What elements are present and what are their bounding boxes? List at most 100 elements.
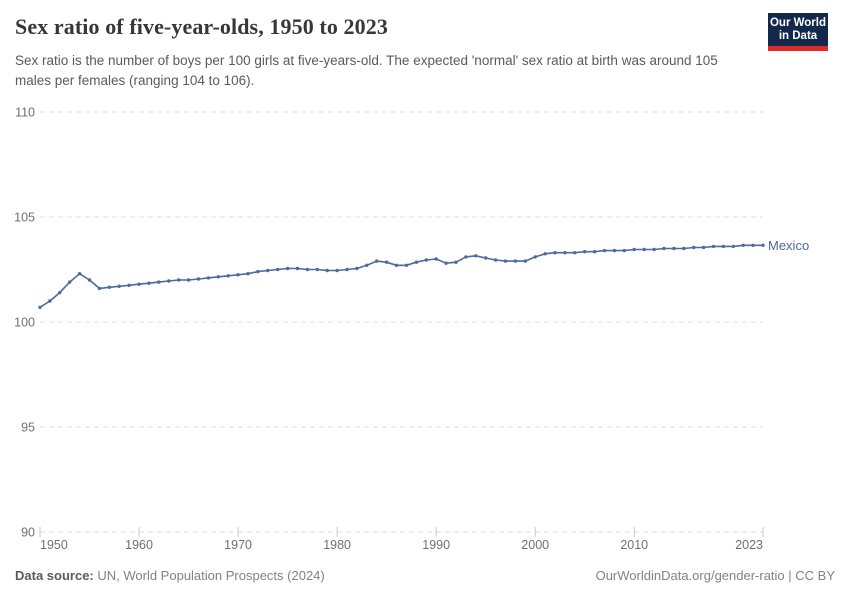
data-point-marker[interactable] — [147, 281, 151, 285]
data-point-marker[interactable] — [474, 254, 478, 258]
data-point-marker[interactable] — [285, 266, 290, 271]
data-point-marker[interactable] — [137, 282, 141, 286]
data-point-marker[interactable] — [117, 284, 121, 288]
data-point-marker[interactable] — [444, 261, 448, 265]
data-point-marker[interactable] — [563, 251, 567, 255]
data-point-marker[interactable] — [484, 256, 488, 260]
data-point-marker[interactable] — [186, 278, 191, 282]
data-point-marker[interactable] — [414, 260, 419, 264]
data-point-marker[interactable] — [533, 255, 537, 259]
data-point-marker[interactable] — [305, 267, 310, 272]
y-axis-label: 90 — [21, 526, 35, 540]
data-point-marker[interactable] — [196, 277, 201, 281]
data-point-marker[interactable] — [761, 243, 765, 247]
data-point-marker[interactable] — [404, 263, 409, 267]
data-point-marker[interactable] — [573, 251, 577, 255]
data-point-marker[interactable] — [592, 250, 597, 254]
data-point-marker[interactable] — [335, 268, 339, 273]
data-point-marker[interactable] — [167, 279, 171, 283]
data-point-marker[interactable] — [206, 276, 211, 280]
data-point-marker[interactable] — [355, 266, 359, 271]
data-point-marker[interactable] — [523, 259, 527, 263]
data-source-value: UN, World Population Prospects (2024) — [93, 568, 325, 583]
x-axis-label: 1960 — [125, 538, 153, 552]
data-point-marker[interactable] — [464, 255, 468, 259]
data-point-marker[interactable] — [682, 246, 686, 251]
data-point-marker[interactable] — [127, 283, 131, 287]
data-point-marker[interactable] — [434, 257, 438, 261]
data-point-marker[interactable] — [602, 248, 607, 253]
data-point-marker[interactable] — [503, 259, 508, 263]
data-point-marker[interactable] — [325, 268, 329, 273]
data-source: Data source: UN, World Population Prospe… — [15, 568, 325, 583]
data-point-marker[interactable] — [48, 299, 52, 303]
chart-footer: Data source: UN, World Population Prospe… — [15, 568, 835, 583]
data-point-marker[interactable] — [543, 252, 547, 256]
data-point-marker[interactable] — [751, 243, 755, 247]
data-point-marker[interactable] — [612, 248, 617, 253]
data-point-marker[interactable] — [711, 244, 716, 249]
data-point-marker[interactable] — [622, 248, 626, 253]
data-point-marker[interactable] — [216, 275, 220, 279]
data-source-label: Data source: — [15, 568, 94, 583]
data-point-marker[interactable] — [266, 268, 270, 273]
data-point-marker[interactable] — [97, 286, 102, 291]
data-point-marker[interactable] — [493, 258, 498, 262]
data-point-marker[interactable] — [583, 250, 587, 254]
data-point-marker[interactable] — [513, 259, 518, 263]
data-point-marker[interactable] — [632, 247, 636, 252]
x-axis-label: 2023 — [735, 538, 763, 552]
data-point-marker[interactable] — [721, 244, 726, 249]
data-point-marker[interactable] — [692, 245, 696, 250]
data-point-marker[interactable] — [652, 247, 656, 252]
y-axis-label: 110 — [15, 106, 35, 120]
data-point-marker[interactable] — [177, 278, 181, 282]
data-point-marker[interactable] — [58, 290, 62, 295]
data-point-marker[interactable] — [77, 272, 82, 276]
x-axis-label: 2000 — [521, 538, 549, 552]
x-axis-label: 2010 — [620, 538, 648, 552]
x-axis-label: 1950 — [40, 538, 68, 552]
data-point-marker[interactable] — [741, 243, 745, 247]
data-point-marker[interactable] — [107, 285, 112, 289]
data-point-marker[interactable] — [642, 247, 646, 252]
data-point-marker[interactable] — [731, 244, 735, 249]
data-point-marker[interactable] — [246, 272, 250, 276]
data-point-marker[interactable] — [672, 246, 676, 251]
page-title: Sex ratio of five-year-olds, 1950 to 202… — [15, 14, 388, 39]
owid-logo[interactable]: Our World in Data — [768, 13, 828, 51]
credit-link[interactable]: OurWorldinData.org/gender-ratio | CC BY — [595, 568, 835, 583]
data-point-marker[interactable] — [276, 267, 280, 272]
series-end-label[interactable]: Mexico — [768, 238, 809, 253]
x-axis-label: 1990 — [422, 538, 450, 552]
chart-subtitle: Sex ratio is the number of boys per 100 … — [15, 53, 718, 88]
data-point-marker[interactable] — [226, 274, 230, 278]
data-point-marker[interactable] — [662, 246, 666, 251]
data-point-marker[interactable] — [375, 259, 379, 263]
data-point-marker[interactable] — [295, 266, 300, 271]
data-point-marker[interactable] — [701, 245, 706, 250]
y-axis-label: 100 — [14, 316, 35, 330]
data-series-mexico[interactable]: Mexico — [38, 238, 809, 309]
data-point-marker[interactable] — [256, 269, 260, 274]
y-axis-label: 105 — [14, 211, 35, 225]
data-point-marker[interactable] — [553, 251, 557, 255]
data-point-marker[interactable] — [157, 280, 161, 284]
data-point-marker[interactable] — [365, 263, 369, 267]
series-line[interactable] — [39, 244, 763, 308]
data-point-marker[interactable] — [394, 263, 399, 267]
data-point-marker[interactable] — [345, 267, 349, 272]
owid-logo-line1: Our World — [769, 17, 826, 29]
data-point-marker[interactable] — [384, 260, 389, 264]
data-point-marker[interactable] — [315, 267, 319, 272]
x-axis-label: 1970 — [224, 538, 252, 552]
data-point-marker[interactable] — [68, 280, 72, 284]
data-point-marker[interactable] — [38, 305, 42, 309]
data-point-marker[interactable] — [236, 273, 240, 277]
data-point-marker[interactable] — [454, 260, 458, 264]
data-point-marker[interactable] — [424, 258, 428, 262]
x-axis-label: 1980 — [323, 538, 351, 552]
data-point-marker[interactable] — [87, 278, 92, 282]
